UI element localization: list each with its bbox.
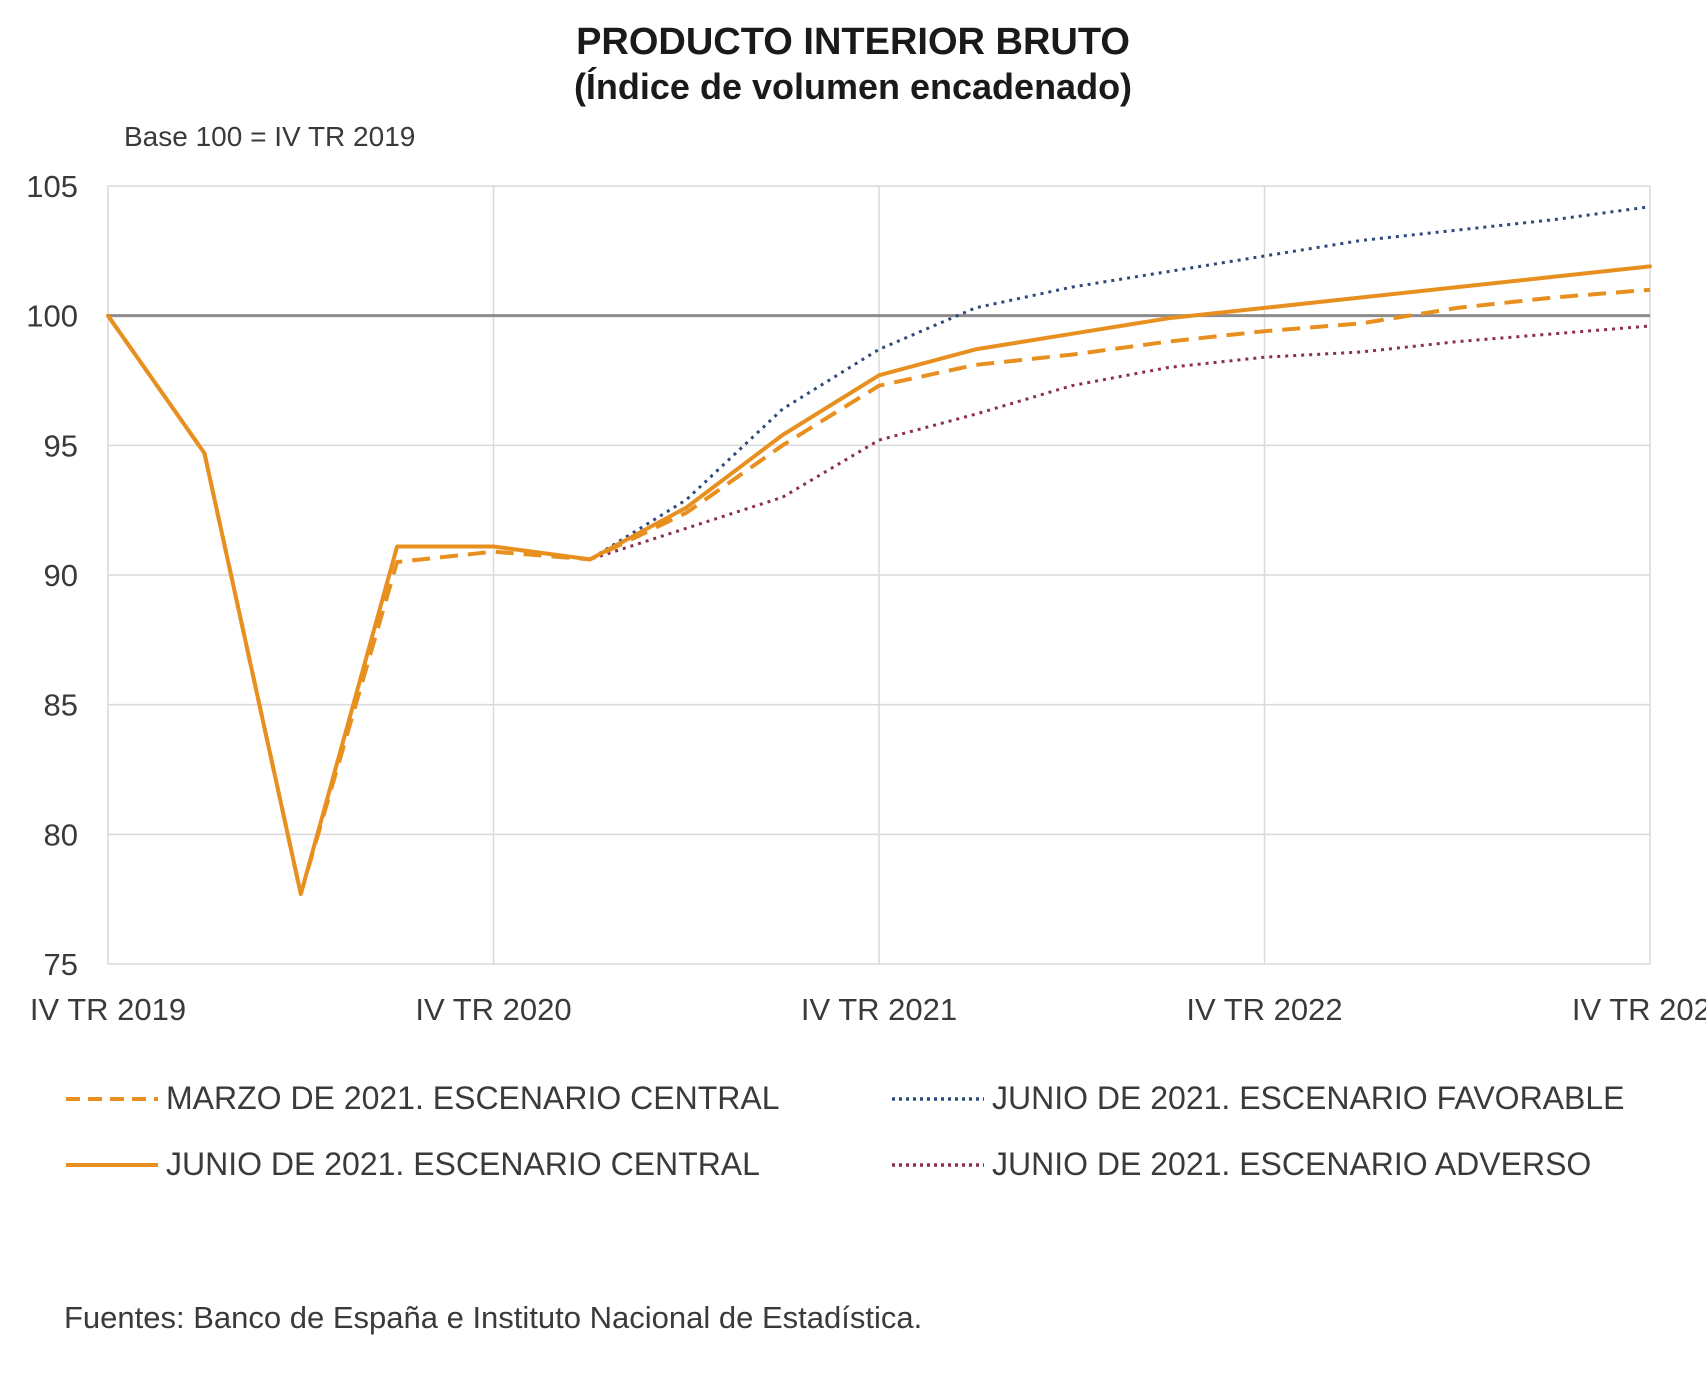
legend-item-junio-central: JUNIO DE 2021. ESCENARIO CENTRAL [64,1146,760,1183]
legend-item-marzo-central: MARZO DE 2021. ESCENARIO CENTRAL [64,1080,779,1117]
y-tick-label: 75 [44,947,78,982]
chart-title: PRODUCTO INTERIOR BRUTO [576,21,1130,63]
legend-label: JUNIO DE 2021. ESCENARIO ADVERSO [992,1146,1592,1182]
legend-swatch-solid [66,1162,158,1167]
x-tick-label: IV TR 2020 [415,992,571,1027]
grid-lines [107,185,1651,965]
y-tick-label: 105 [26,169,78,204]
base-note: Base 100 = IV TR 2019 [124,121,416,152]
legend-swatch-dotted-blue [892,1096,984,1101]
y-tick-label: 90 [44,558,78,593]
x-tick-label: IV TR 2023 [1572,992,1706,1027]
y-tick-label: 80 [44,817,78,852]
legend-item-junio-adverso: JUNIO DE 2021. ESCENARIO ADVERSO [890,1146,1591,1183]
y-axis-ticks: 105 100 95 90 85 80 75 [26,169,78,982]
source-note: Fuentes: Banco de España e Instituto Nac… [64,1300,923,1335]
series-line-1 [106,287,1651,896]
series-lines [106,205,1652,896]
legend-label: JUNIO DE 2021. ESCENARIO FAVORABLE [992,1080,1625,1116]
legend-swatch-dashed [66,1096,158,1101]
chart-subtitle: (Índice de volumen encadenado) [573,66,1133,107]
legend-item-junio-favorable: JUNIO DE 2021. ESCENARIO FAVORABLE [890,1080,1625,1117]
legend-swatch-dotted-red [892,1162,984,1167]
y-tick-label: 100 [26,299,78,334]
y-tick-label: 95 [44,428,78,463]
y-tick-label: 85 [44,688,78,723]
series-line-2 [106,264,1652,896]
x-tick-label: IV TR 2021 [801,992,957,1027]
x-axis-ticks: IV TR 2019 IV TR 2020 IV TR 2021 IV TR 2022… [30,992,1706,1027]
x-tick-label: IV TR 2019 [30,992,186,1027]
legend-label: JUNIO DE 2021. ESCENARIO CENTRAL [166,1146,760,1182]
x-tick-label: IV TR 2022 [1186,992,1342,1027]
legend-label: MARZO DE 2021. ESCENARIO CENTRAL [166,1080,780,1116]
